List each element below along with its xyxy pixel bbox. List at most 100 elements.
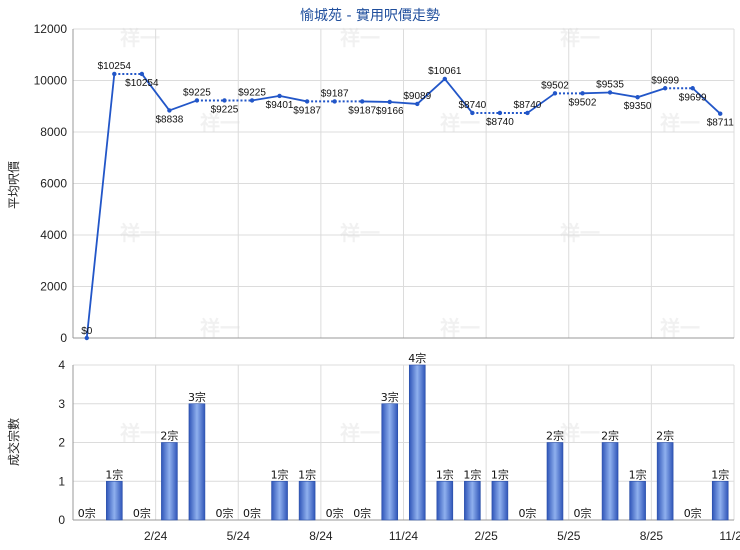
- watermark: 祥一: [560, 221, 600, 245]
- price-point-label: $9187: [293, 105, 321, 116]
- price-line-segment: [444, 78, 474, 114]
- price-point: [112, 71, 117, 77]
- watermark: 祥一: [560, 26, 600, 50]
- price-point: [249, 98, 255, 103]
- price-y-tick: 10000: [34, 74, 68, 88]
- volume-bar: [546, 442, 564, 521]
- volume-bar: [188, 403, 206, 521]
- price-line-segment: [637, 87, 666, 99]
- watermark: 祥一: [560, 421, 600, 445]
- price-y-tick: 4000: [40, 228, 67, 242]
- price-point-label: $9502: [541, 80, 569, 91]
- watermark: 祥一: [440, 316, 480, 340]
- volume-bar-label: 0宗: [133, 506, 151, 520]
- price-point: [167, 108, 172, 113]
- volume-y-tick: 3: [58, 397, 65, 411]
- price-point: [387, 99, 392, 105]
- volume-bar-label: 1宗: [271, 467, 289, 481]
- price-line-segment: [279, 95, 308, 103]
- x-tick-label: 2/25: [474, 529, 498, 543]
- volume-bar-label: 0宗: [326, 506, 344, 520]
- price-point-label: $9187: [348, 105, 376, 116]
- watermark: 祥一: [440, 111, 480, 135]
- price-y-tick: 2000: [40, 280, 67, 294]
- price-line: [84, 71, 723, 341]
- price-line-segment: [389, 101, 418, 105]
- x-tick-label: 8/25: [640, 529, 664, 543]
- volume-bar-label: 2宗: [601, 429, 619, 443]
- volume-bar: [601, 442, 619, 521]
- volume-bar: [711, 480, 729, 521]
- price-point: [222, 98, 227, 103]
- price-line-segment: [692, 87, 721, 115]
- price-point-label: $9502: [569, 97, 597, 108]
- volume-bar: [464, 480, 481, 521]
- price-line-segment: [526, 92, 556, 114]
- volume-bar-label: 4宗: [408, 351, 426, 365]
- x-tick-label: 11/24: [389, 529, 418, 543]
- watermark: 祥一: [340, 26, 380, 50]
- volume-bar-label: 3宗: [188, 390, 206, 404]
- x-tick-label: 8/24: [309, 529, 333, 543]
- watermark: 祥一: [340, 421, 380, 445]
- price-line-segment: [251, 95, 280, 102]
- volume-bar: [106, 480, 123, 521]
- volume-bar-label: 3宗: [381, 390, 399, 404]
- price-line-segment: [582, 91, 611, 95]
- price-grid: 0 2000 4000 6000 8000 10000 12000: [34, 22, 735, 345]
- chart-title: 愉城苑 - 實用呎價走勢: [300, 7, 440, 24]
- data-labels: 0宗 1宗 0宗 2宗 3宗 0宗 0宗 1宗 1宗 0宗 0宗 3宗 4宗 1宗 1宗 1宗 0宗 2宗 0宗 2宗…: [78, 61, 734, 520]
- volume-bar-label: 0宗: [684, 506, 702, 520]
- price-point-label: $9225: [211, 104, 239, 115]
- volume-bar-label: 0宗: [353, 506, 371, 520]
- price-line-segment: [141, 73, 171, 111]
- price-point-label: $9089: [403, 91, 431, 102]
- volume-bar-label: 1宗: [711, 467, 729, 481]
- watermark: 祥一: [340, 221, 380, 245]
- price-point-label: $9225: [238, 87, 266, 98]
- price-point: [718, 111, 723, 116]
- price-point-label: $8838: [155, 114, 183, 125]
- x-tick-label: 5/25: [557, 529, 581, 543]
- price-point: [662, 86, 668, 91]
- volume-bar: [298, 480, 316, 521]
- price-y-tick: 8000: [40, 125, 67, 139]
- volume-bars: [106, 364, 729, 521]
- price-point-label: $0: [81, 326, 93, 337]
- volume-bar: [491, 480, 509, 521]
- price-point: [304, 99, 310, 104]
- price-line-segment: [362, 100, 390, 103]
- volume-bar-label: 0宗: [243, 506, 261, 520]
- watermark: 祥一: [200, 316, 240, 340]
- volume-bar: [436, 480, 454, 521]
- price-point-label: $9401: [266, 100, 294, 111]
- price-line-segment: [609, 91, 638, 99]
- watermark: 祥一: [200, 111, 240, 135]
- price-point: [84, 335, 89, 341]
- price-point-label: $8711: [707, 118, 735, 129]
- price-point: [332, 99, 337, 104]
- watermark: 祥一: [120, 421, 160, 445]
- price-point-label: $8740: [458, 100, 486, 111]
- price-point: [525, 110, 530, 116]
- x-tick-label: 11/25: [719, 529, 740, 543]
- volume-y-axis-label: 成交宗數: [6, 418, 21, 466]
- price-y-tick: 0: [60, 331, 67, 345]
- price-point-label: $9225: [183, 87, 211, 98]
- price-line-segment: [169, 99, 198, 112]
- volume-bar-label: 2宗: [160, 429, 178, 443]
- volume-bar-label: 2宗: [656, 429, 674, 443]
- volume-bar-label: 2宗: [546, 429, 564, 443]
- price-point: [552, 91, 558, 96]
- price-point: [359, 99, 365, 104]
- price-y-tick: 12000: [34, 22, 68, 36]
- price-point-label: $9699: [679, 92, 707, 103]
- volume-bar: [271, 480, 288, 521]
- volume-bar-label: 1宗: [298, 467, 316, 481]
- price-point: [497, 110, 503, 116]
- x-tick-label: 5/24: [227, 529, 251, 543]
- volume-y-tick: 0: [58, 513, 65, 527]
- price-y-tick: 6000: [40, 177, 67, 191]
